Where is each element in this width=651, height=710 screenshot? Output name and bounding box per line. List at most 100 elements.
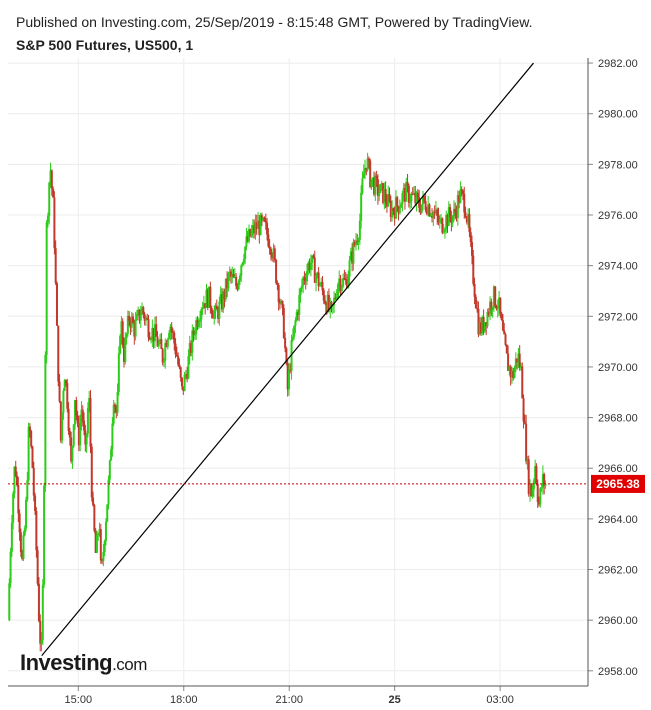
candle-body [440, 218, 443, 220]
candle-body [419, 207, 422, 213]
candle-body [489, 301, 492, 315]
candle-body [289, 369, 292, 372]
candle-body [168, 333, 171, 339]
candle-body [477, 308, 480, 335]
candle-body [130, 316, 133, 328]
candle-body [336, 284, 339, 297]
candle-body [241, 262, 244, 266]
candle-body [276, 282, 279, 285]
logo-main: Investing [20, 650, 113, 675]
candle-body [170, 326, 173, 332]
candle-body [79, 422, 82, 446]
y-tick-label: 2976.00 [598, 210, 638, 222]
candle-body [106, 504, 109, 522]
candle-body [268, 246, 271, 249]
candle-body [411, 193, 414, 195]
candle-body [187, 356, 190, 379]
candle-body [378, 192, 381, 196]
candle-body [519, 366, 522, 368]
candle-body [418, 197, 421, 208]
candle-body [522, 398, 525, 422]
candle-body [443, 229, 446, 232]
candle-body [414, 192, 417, 204]
candle-body [425, 209, 428, 215]
x-tick-label: 21:00 [275, 694, 303, 706]
candle-body [80, 409, 83, 423]
candle-body [410, 193, 413, 202]
candle-body [342, 278, 345, 287]
candle-body [142, 307, 145, 314]
candle-body [104, 521, 107, 541]
candle-body [117, 353, 120, 392]
grid [8, 58, 588, 686]
candle-body [115, 406, 118, 413]
candle-body [19, 532, 22, 553]
candle-body [321, 281, 324, 291]
candle-body [75, 400, 78, 416]
candle-body [197, 322, 200, 327]
candle-body [89, 397, 92, 447]
candle-body [272, 248, 275, 258]
candle-body [21, 552, 24, 560]
candle-body [437, 216, 440, 223]
candle-body [406, 182, 409, 186]
candle-body [387, 194, 390, 207]
candle-body [174, 343, 177, 355]
candle-body [340, 286, 343, 292]
candle-body [26, 480, 29, 500]
candle-body [171, 331, 174, 333]
candle-body [229, 271, 232, 277]
candle-body [521, 366, 524, 399]
candle-body [228, 271, 231, 274]
candle-body [76, 415, 79, 424]
candle-body [467, 214, 470, 223]
candle-body [434, 209, 437, 213]
candle-body [376, 179, 379, 196]
candle-body [77, 423, 80, 446]
candle-body [235, 276, 238, 287]
candle-body [516, 358, 519, 363]
candle-body [544, 483, 547, 486]
candle-body [362, 173, 365, 179]
candle-body [84, 430, 87, 445]
candle-body [267, 234, 270, 247]
candle-body [199, 319, 202, 323]
candle-body [311, 255, 314, 263]
investing-logo: Investing.com [20, 650, 147, 676]
candle-body [191, 330, 194, 353]
candle-body [116, 391, 119, 413]
y-tick-label: 2968.00 [598, 413, 638, 425]
candle-body [543, 474, 546, 486]
candle-body [445, 215, 448, 230]
candle-body [169, 326, 172, 334]
candle-body [159, 339, 162, 343]
candle-body [162, 360, 165, 363]
candle-body [18, 513, 21, 533]
candle-body [204, 303, 207, 308]
candle-body [486, 311, 489, 327]
candle-body [240, 265, 243, 276]
candle-body [277, 284, 280, 303]
candle-body [284, 337, 287, 349]
candle-body [102, 551, 105, 562]
candle-body [324, 300, 327, 304]
candle-body [491, 306, 494, 310]
candle-body [297, 312, 299, 315]
candle-body [316, 272, 319, 276]
candle-body [458, 195, 461, 203]
candle-body [264, 220, 267, 223]
candle-body [527, 459, 530, 494]
candle-body [433, 212, 436, 214]
candle-body [351, 251, 354, 264]
candle-body [215, 305, 218, 310]
candle-body [429, 215, 432, 217]
candle-body [218, 301, 221, 319]
candle-body [348, 260, 351, 277]
candle-body [153, 324, 156, 342]
candle-body [250, 230, 253, 237]
candle-body [155, 324, 158, 337]
candle-body [35, 511, 38, 551]
candle-body [85, 433, 88, 445]
candle-body [220, 294, 223, 310]
